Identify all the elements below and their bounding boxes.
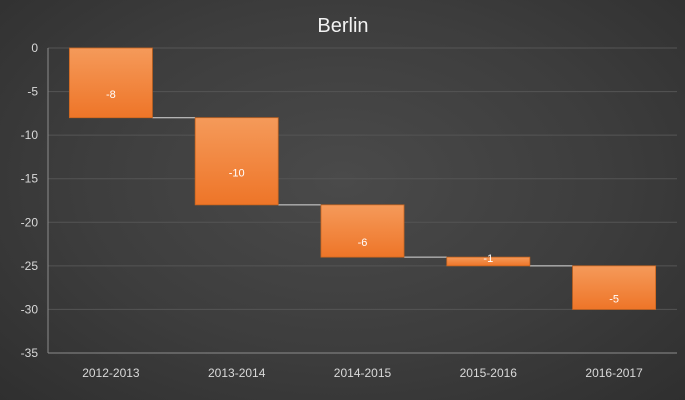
bar [446,256,531,267]
connectors [152,117,573,267]
y-tick-label: -30 [21,302,39,316]
y-tick-label: -15 [21,172,39,186]
y-tick-label: -10 [21,128,39,142]
chart-title: Berlin [317,15,368,37]
x-tick-label: 2014-2015 [334,366,392,380]
data-labels: -8 -10 -6 -1 -5 [106,89,619,306]
axes: 0 -5 -10 -15 -20 -25 -30 -35 2012-2013 2013-2014 2… [21,41,677,380]
data-label: -5 [609,294,619,306]
x-tick-label: 2016-2017 [585,366,643,380]
y-tick-label: -35 [21,346,39,360]
bar [320,204,405,258]
bar [572,265,657,310]
data-label: -10 [229,167,245,179]
y-tick-label: -25 [21,259,39,273]
y-tick-label: 0 [31,41,38,55]
data-label: -8 [106,89,116,101]
bars [68,47,657,310]
x-tick-label: 2015-2016 [460,366,518,380]
bar [68,47,153,119]
data-label: -6 [358,237,368,249]
x-tick-label: 2012-2013 [82,366,140,380]
y-tick-label: -20 [21,215,39,229]
data-label: -1 [483,253,493,265]
y-tick-label: -5 [27,85,38,99]
bar [194,117,279,206]
x-tick-label: 2013-2014 [208,366,266,380]
